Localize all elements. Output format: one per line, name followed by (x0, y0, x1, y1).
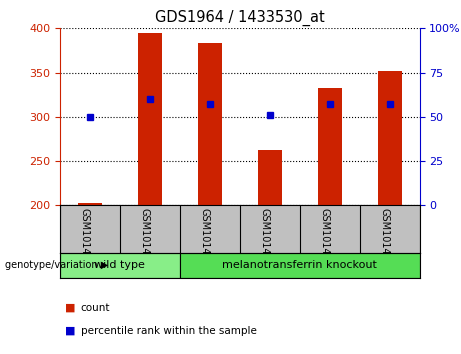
Text: count: count (81, 303, 110, 313)
Text: GSM101412: GSM101412 (200, 208, 210, 267)
Text: GSM101416: GSM101416 (80, 208, 90, 267)
Text: melanotransferrin knockout: melanotransferrin knockout (222, 261, 377, 270)
Text: ■: ■ (65, 326, 75, 336)
Bar (198, 44, 222, 205)
Bar (258, 149, 282, 205)
Text: wild type: wild type (95, 261, 145, 270)
Bar (60, 253, 180, 278)
Bar (378, 71, 402, 205)
Bar (318, 88, 342, 205)
Bar (138, 33, 162, 205)
Title: GDS1964 / 1433530_at: GDS1964 / 1433530_at (155, 9, 325, 25)
Bar (180, 253, 420, 278)
Text: genotype/variation ▶: genotype/variation ▶ (5, 261, 108, 270)
Text: GSM101417: GSM101417 (140, 208, 150, 267)
Text: GSM101415: GSM101415 (379, 208, 390, 267)
Text: GSM101413: GSM101413 (260, 208, 270, 267)
Text: percentile rank within the sample: percentile rank within the sample (81, 326, 257, 336)
Text: ■: ■ (65, 303, 75, 313)
Bar (78, 202, 102, 205)
Text: GSM101414: GSM101414 (319, 208, 330, 267)
